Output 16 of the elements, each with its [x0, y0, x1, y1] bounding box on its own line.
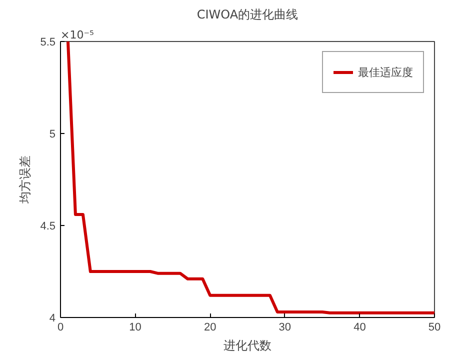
- x-tick-label: 20: [204, 322, 216, 334]
- line-series: [66, 42, 434, 314]
- x-tick-label: 0: [57, 322, 64, 334]
- y-tick-label: 4.5: [40, 220, 56, 232]
- x-tick-label: 40: [354, 322, 366, 334]
- y-tick-label: 4: [49, 312, 56, 324]
- chart-title: CIWOA的进化曲线: [196, 8, 298, 22]
- y-tick-label: 5.5: [40, 36, 56, 48]
- y-axis-title: 均方误差: [18, 156, 32, 204]
- legend-label: 最佳适应度: [358, 64, 413, 80]
- y-tick-label: 5: [49, 128, 56, 140]
- x-tick-label: 50: [428, 322, 441, 334]
- x-tick-label: 10: [129, 322, 142, 334]
- x-axis-title: 进化代数: [224, 338, 272, 352]
- annotation: ×10⁻⁵: [60, 28, 94, 42]
- x-tick-label: 30: [278, 322, 292, 334]
